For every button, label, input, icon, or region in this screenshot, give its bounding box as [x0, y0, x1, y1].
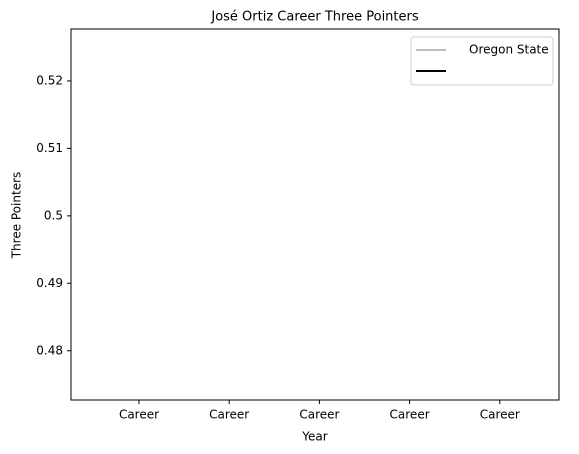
chart-title: José Ortiz Career Three Pointers: [210, 10, 418, 25]
x-tick-label: Career: [390, 408, 430, 422]
x-tick-label: Career: [119, 408, 159, 422]
y-tick-label: 0.48: [36, 343, 63, 357]
legend-box: [410, 36, 554, 86]
x-tick-label: Career: [299, 408, 339, 422]
y-tick-label: 0.52: [36, 73, 63, 87]
x-tick-label: Career: [209, 408, 249, 422]
x-tick-label: Career: [480, 408, 520, 422]
y-tick-label: 0.49: [36, 276, 63, 290]
legend-label: Oregon State: [469, 43, 549, 57]
plot-frame: [70, 28, 560, 401]
y-tick-label: 0.51: [36, 141, 63, 155]
y-tick-label: 0.5: [44, 208, 63, 222]
x-axis-label: Year: [301, 430, 327, 444]
y-axis-label: Three Pointers: [10, 172, 24, 260]
